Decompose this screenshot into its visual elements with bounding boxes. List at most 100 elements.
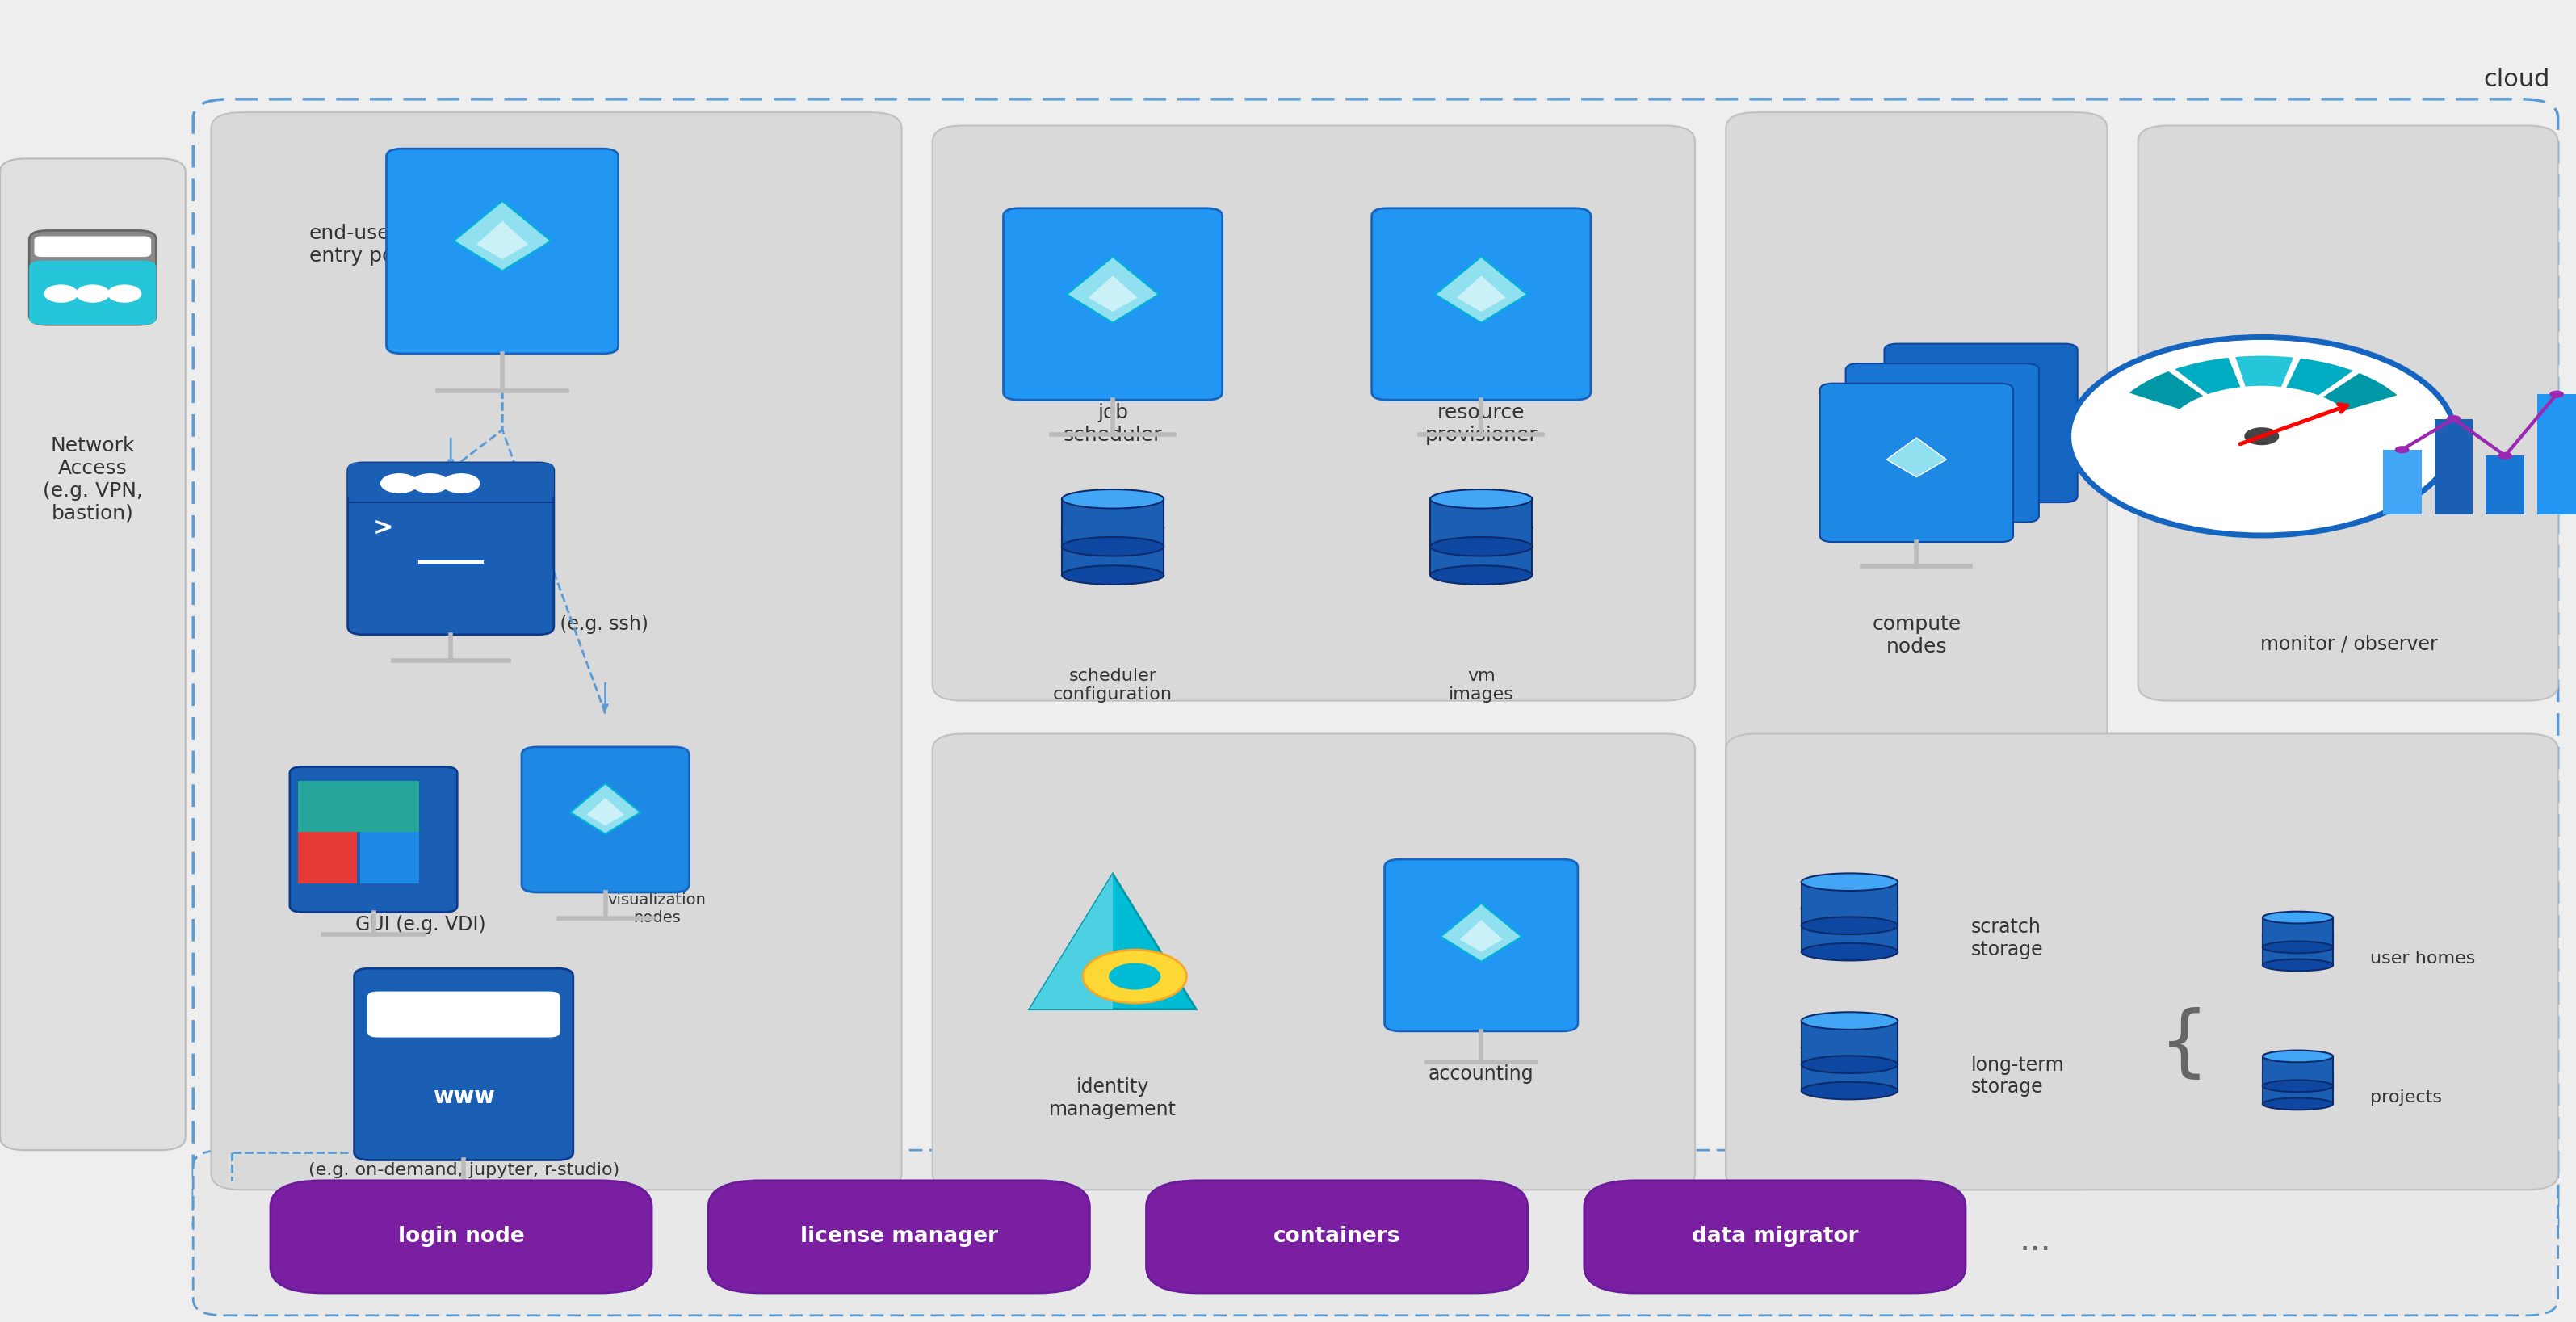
Ellipse shape (2262, 1068, 2334, 1080)
Ellipse shape (2262, 941, 2334, 953)
FancyBboxPatch shape (1847, 364, 2040, 522)
FancyBboxPatch shape (1370, 208, 1589, 399)
Text: scheduler
configuration: scheduler configuration (1054, 668, 1172, 702)
Ellipse shape (1061, 537, 1164, 557)
Polygon shape (1886, 438, 1947, 477)
Ellipse shape (1061, 489, 1164, 509)
Polygon shape (1066, 256, 1159, 323)
Circle shape (443, 473, 479, 493)
Text: extensions: extensions (224, 1157, 345, 1179)
Ellipse shape (1801, 874, 1899, 891)
Polygon shape (1455, 275, 1507, 312)
Bar (1801, 1021, 1899, 1064)
Text: ...: ... (2020, 1223, 2050, 1257)
Ellipse shape (1801, 899, 1899, 917)
Ellipse shape (1801, 1038, 1899, 1056)
Circle shape (77, 286, 108, 303)
Ellipse shape (1801, 1056, 1899, 1073)
Bar (2486, 456, 2524, 514)
FancyBboxPatch shape (0, 159, 185, 1150)
Wedge shape (2233, 356, 2295, 387)
Polygon shape (453, 201, 551, 271)
Circle shape (381, 473, 417, 493)
Text: resource
provisioner: resource provisioner (1425, 403, 1538, 446)
FancyBboxPatch shape (1584, 1181, 1965, 1293)
Circle shape (108, 286, 142, 303)
Circle shape (2499, 452, 2512, 460)
Text: data migrator: data migrator (1692, 1227, 1857, 1247)
Circle shape (1082, 949, 1188, 1003)
FancyBboxPatch shape (368, 992, 559, 1038)
Text: terminal (e.g. ssh): terminal (e.g. ssh) (474, 615, 649, 635)
Bar (1061, 498, 1164, 546)
Bar (1061, 527, 1164, 575)
Bar (1430, 527, 1533, 575)
Wedge shape (2128, 370, 2205, 410)
Polygon shape (1440, 903, 1522, 961)
Bar (1801, 1047, 1899, 1091)
FancyBboxPatch shape (1726, 112, 2107, 1190)
Ellipse shape (1801, 1081, 1899, 1100)
FancyBboxPatch shape (28, 230, 157, 325)
FancyBboxPatch shape (193, 1150, 2558, 1315)
FancyBboxPatch shape (1146, 1181, 1528, 1293)
Wedge shape (2321, 373, 2398, 411)
FancyBboxPatch shape (1726, 734, 2558, 1190)
Text: job
scheduler: job scheduler (1064, 403, 1162, 446)
Circle shape (2244, 427, 2280, 446)
Ellipse shape (1801, 1013, 1899, 1030)
Text: compute
nodes: compute nodes (1873, 615, 1960, 657)
FancyBboxPatch shape (2138, 126, 2558, 701)
Bar (2262, 917, 2334, 947)
Bar (1801, 882, 1899, 925)
Circle shape (1108, 964, 1162, 990)
Circle shape (2396, 446, 2409, 453)
Wedge shape (2174, 357, 2241, 395)
FancyBboxPatch shape (1386, 859, 1577, 1031)
FancyBboxPatch shape (270, 1181, 652, 1293)
Ellipse shape (2262, 929, 2334, 941)
FancyBboxPatch shape (933, 734, 1695, 1190)
Text: accounting: accounting (1430, 1064, 1533, 1084)
FancyBboxPatch shape (353, 968, 572, 1161)
FancyBboxPatch shape (1005, 208, 1224, 399)
FancyBboxPatch shape (708, 1181, 1090, 1293)
FancyBboxPatch shape (1821, 383, 2014, 542)
Ellipse shape (1430, 566, 1533, 584)
Ellipse shape (1430, 518, 1533, 537)
Polygon shape (1911, 418, 1973, 457)
Ellipse shape (1061, 518, 1164, 537)
Circle shape (412, 473, 448, 493)
Bar (2537, 394, 2576, 514)
FancyBboxPatch shape (33, 237, 152, 256)
Text: long-term
storage: long-term storage (1971, 1055, 2063, 1097)
FancyBboxPatch shape (933, 126, 1695, 701)
FancyBboxPatch shape (348, 463, 554, 501)
Polygon shape (477, 221, 528, 259)
Bar (1801, 908, 1899, 952)
FancyBboxPatch shape (1886, 344, 2079, 502)
Bar (2262, 936, 2334, 965)
Circle shape (2447, 415, 2460, 423)
Text: end-user
entry point: end-user entry point (309, 223, 420, 266)
Ellipse shape (1061, 566, 1164, 584)
Bar (1430, 498, 1533, 546)
Ellipse shape (1430, 489, 1533, 509)
Ellipse shape (2262, 960, 2334, 970)
Ellipse shape (1801, 943, 1899, 961)
Ellipse shape (2262, 1050, 2334, 1063)
Text: web portal
(e.g. on-demand, jupyter, r-studio): web portal (e.g. on-demand, jupyter, r-s… (309, 1144, 618, 1178)
Text: visualization
nodes: visualization nodes (608, 892, 706, 925)
Text: user homes: user homes (2370, 951, 2476, 966)
Ellipse shape (1430, 537, 1533, 557)
Polygon shape (1461, 920, 1502, 952)
Text: vm
images: vm images (1448, 668, 1515, 702)
Text: monitor / observer: monitor / observer (2262, 635, 2437, 654)
Circle shape (2069, 337, 2455, 535)
FancyBboxPatch shape (386, 148, 618, 353)
Text: license manager: license manager (801, 1227, 997, 1247)
Polygon shape (587, 798, 623, 826)
FancyBboxPatch shape (348, 463, 554, 635)
FancyBboxPatch shape (289, 767, 459, 912)
Text: projects: projects (2370, 1089, 2442, 1105)
